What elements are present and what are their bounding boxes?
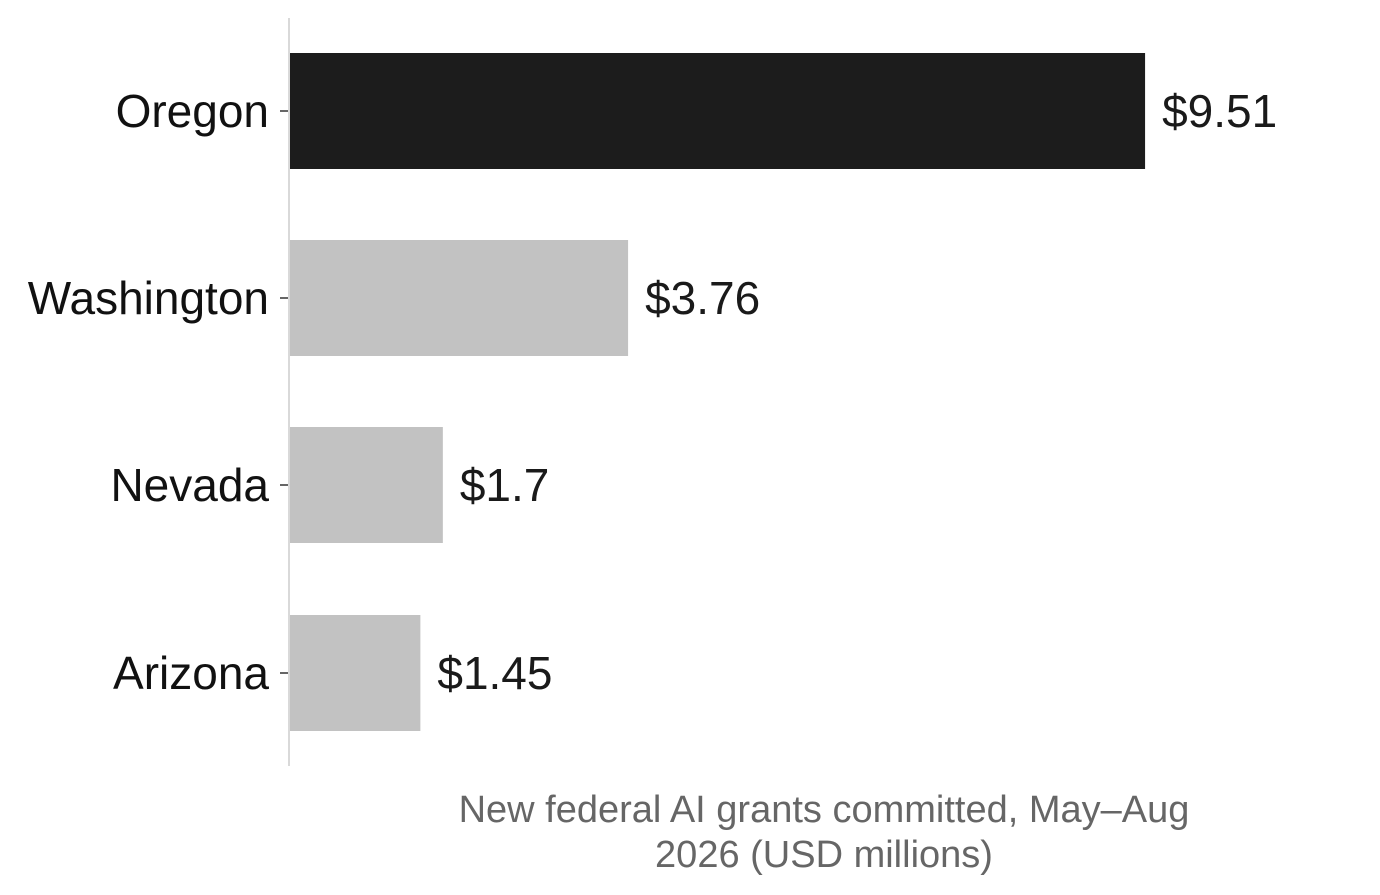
y-axis-ticks: [280, 110, 289, 674]
bar-washington: [290, 240, 629, 356]
bars-layer: [290, 53, 1146, 731]
value-label-oregon: $9.51: [1162, 85, 1277, 137]
bar-nevada: [290, 427, 443, 543]
category-label-nevada: Nevada: [110, 459, 269, 511]
x-axis-title-line-1: New federal AI grants committed, May–Aug: [459, 789, 1190, 831]
value-label-arizona: $1.45: [437, 647, 552, 699]
category-labels: Oregon Washington Nevada Arizona: [28, 85, 270, 699]
bar-oregon: [290, 53, 1146, 169]
x-axis-title-line-2: 2026 (USD millions): [655, 834, 993, 876]
category-label-arizona: Arizona: [113, 647, 269, 699]
category-label-oregon: Oregon: [116, 85, 269, 137]
value-label-washington: $3.76: [645, 272, 760, 324]
value-label-nevada: $1.7: [460, 459, 550, 511]
bar-arizona: [290, 615, 421, 731]
category-label-washington: Washington: [28, 272, 269, 324]
value-labels: $9.51 $3.76 $1.7 $1.45: [437, 85, 1277, 699]
